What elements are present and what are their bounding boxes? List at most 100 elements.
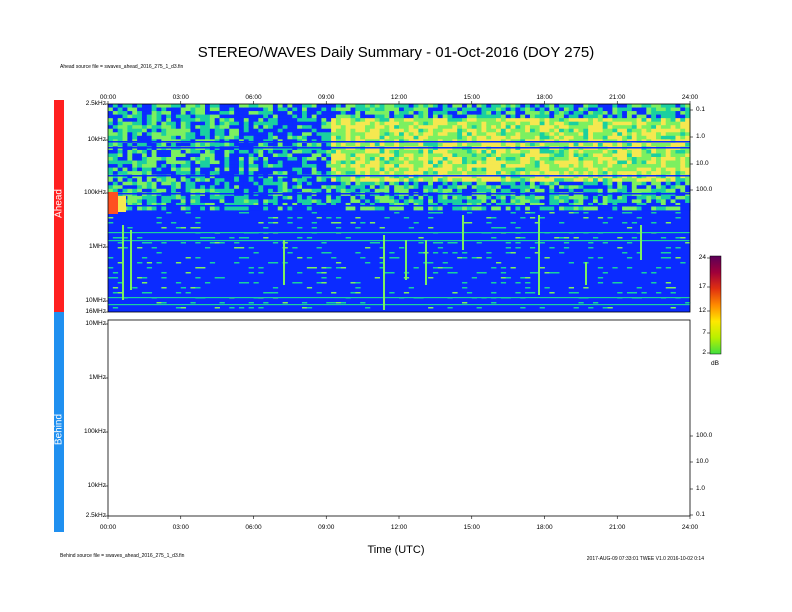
- heatmap-cell: [253, 111, 259, 115]
- heatmap-speck: [573, 292, 579, 294]
- heatmap-cell: [496, 104, 502, 108]
- heatmap-cell: [631, 142, 638, 147]
- heatmap-cell: [476, 195, 482, 200]
- heatmap-cell: [224, 135, 230, 140]
- heatmap-cell: [500, 171, 507, 176]
- heatmap-cell: [665, 118, 671, 123]
- heatmap-cell: [496, 118, 502, 123]
- heatmap-cell: [525, 107, 531, 112]
- heatmap-cell: [272, 174, 279, 179]
- heatmap-cell: [117, 167, 123, 172]
- heatmap-speck: [442, 262, 448, 264]
- heatmap-cell: [670, 185, 676, 190]
- heatmap-cell: [515, 188, 521, 193]
- heatmap-cell: [554, 174, 560, 179]
- heatmap-cell: [583, 164, 589, 168]
- heatmap-speck: [243, 212, 250, 214]
- heatmap-cell: [224, 142, 230, 147]
- heatmap-cell: [166, 195, 172, 200]
- heatmap-cell: [466, 104, 473, 108]
- heatmap-cell: [491, 153, 497, 158]
- heatmap-cell: [675, 185, 681, 190]
- heatmap-cell: [311, 164, 317, 168]
- heatmap-cell: [578, 132, 584, 137]
- heatmap-cell: [248, 118, 254, 123]
- heatmap-cell: [466, 157, 473, 161]
- heatmap-cell: [583, 135, 589, 140]
- heatmap-speck: [665, 282, 671, 284]
- heatmap-cell: [486, 104, 492, 108]
- heatmap-speck: [335, 222, 342, 224]
- heatmap-cell: [457, 121, 463, 126]
- heatmap-cell: [554, 157, 560, 161]
- heatmap-cell: [379, 167, 385, 172]
- heatmap-cell: [573, 135, 579, 140]
- heatmap-speck: [141, 292, 148, 294]
- heatmap-cell: [141, 171, 148, 176]
- heatmap-cell: [205, 199, 211, 204]
- heatmap-cell: [146, 167, 153, 172]
- heatmap-cell: [685, 174, 691, 179]
- heatmap-cell: [112, 128, 119, 133]
- heatmap-cell: [612, 174, 618, 179]
- heatmap-cell: [117, 188, 123, 193]
- heatmap-cell: [127, 171, 133, 176]
- heatmap-cell: [234, 125, 240, 130]
- heatmap-cell: [539, 125, 545, 130]
- heatmap-cell: [423, 121, 429, 126]
- heatmap-speck: [268, 262, 274, 264]
- heatmap-cell: [171, 142, 177, 147]
- heatmap-cell: [665, 206, 671, 211]
- heatmap-speck: [500, 227, 507, 229]
- heatmap-cell: [476, 206, 482, 211]
- heatmap-cell: [224, 107, 230, 112]
- heatmap-cell: [282, 142, 288, 147]
- heatmap-cell: [563, 160, 570, 165]
- heatmap-cell: [253, 153, 259, 158]
- heatmap-cell: [335, 164, 342, 168]
- heatmap-cell: [491, 185, 497, 190]
- heatmap-cell: [651, 164, 657, 168]
- heatmap-cell: [253, 174, 259, 179]
- heatmap-cell: [685, 160, 691, 165]
- heatmap-speck: [306, 257, 313, 259]
- heatmap-cell: [277, 125, 283, 130]
- heatmap-cell: [631, 125, 638, 130]
- heatmap-cell: [205, 111, 211, 115]
- heatmap-speck: [520, 237, 526, 239]
- heatmap-cell: [568, 160, 574, 165]
- heatmap-cell: [568, 157, 574, 161]
- heatmap-cell: [432, 107, 439, 112]
- heatmap-cell: [263, 118, 269, 123]
- heatmap-speck: [462, 282, 468, 284]
- heatmap-cell: [132, 114, 138, 119]
- heatmap-speck: [146, 262, 153, 264]
- heatmap-cell: [534, 118, 541, 123]
- heatmap-cell: [418, 199, 424, 204]
- heatmap-speck: [180, 242, 186, 244]
- heatmap-cell: [146, 121, 153, 126]
- heatmap-cell: [151, 149, 157, 154]
- heatmap-speck: [626, 227, 633, 229]
- heatmap-cell: [685, 111, 691, 115]
- heatmap-cell: [534, 185, 541, 190]
- heatmap-cell: [277, 111, 283, 115]
- heatmap-cell: [316, 128, 322, 133]
- heatmap-cell: [563, 178, 570, 183]
- heatmap-cell: [442, 128, 448, 133]
- heatmap-speck: [238, 257, 245, 259]
- heatmap-cell: [369, 135, 376, 140]
- heatmap-cell: [335, 195, 342, 200]
- heatmap-cell: [316, 107, 322, 112]
- heatmap-cell: [340, 188, 347, 193]
- heatmap-cell: [403, 121, 410, 126]
- heatmap-cell: [127, 174, 133, 179]
- heatmap-speck: [573, 212, 579, 214]
- heatmap-cell: [335, 174, 342, 179]
- heatmap-cell: [360, 142, 366, 147]
- heatmap-cell: [496, 178, 502, 183]
- heatmap-speck: [597, 257, 604, 259]
- heatmap-cell: [132, 111, 138, 115]
- heatmap-cell: [675, 174, 681, 179]
- heatmap-cell: [432, 188, 439, 193]
